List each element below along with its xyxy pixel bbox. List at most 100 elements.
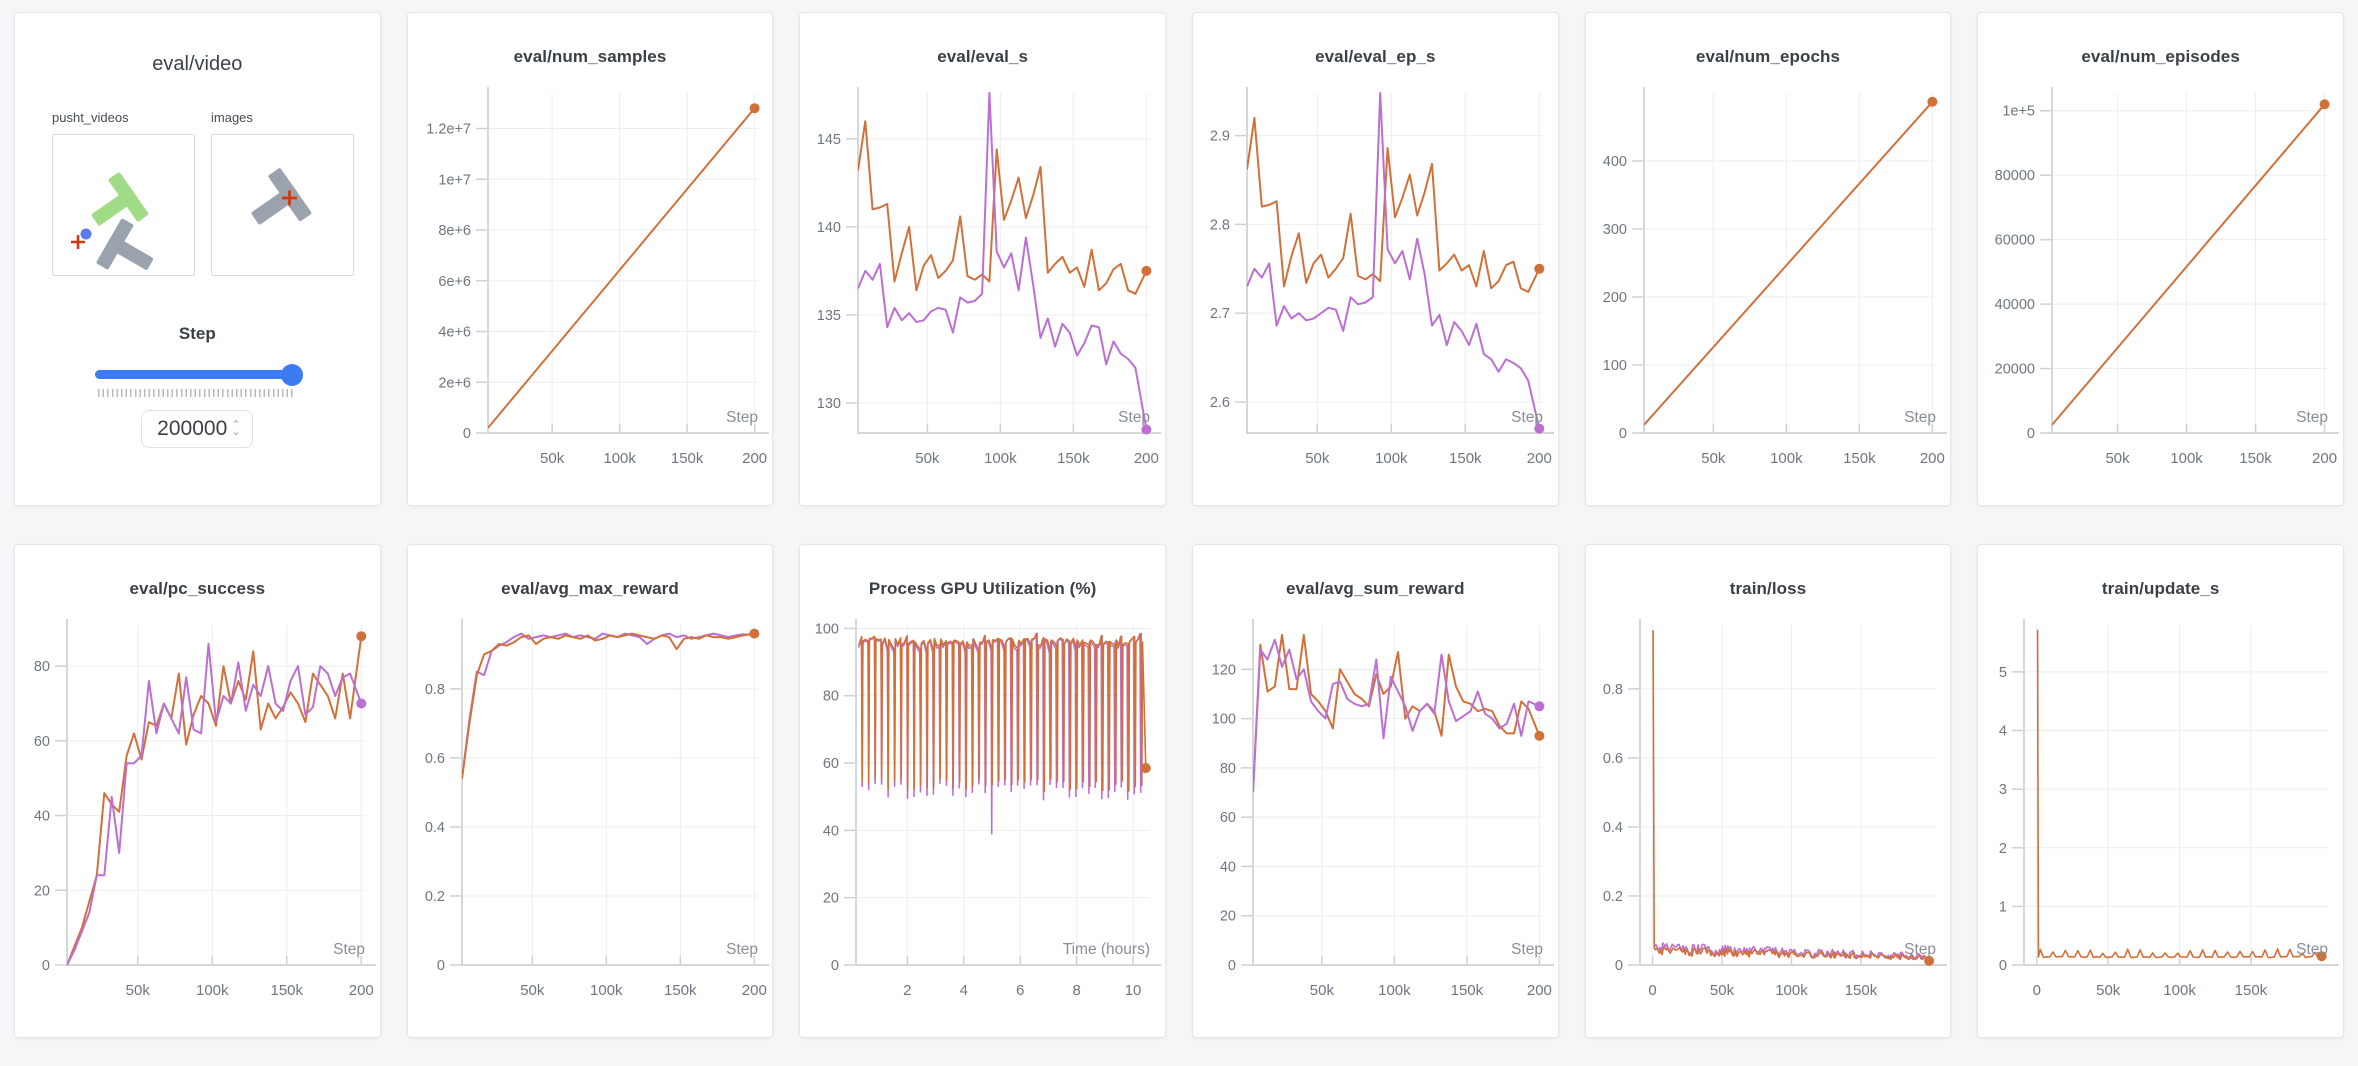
svg-text:10: 10 xyxy=(1125,982,1142,999)
svg-text:200: 200 xyxy=(742,450,767,467)
step-slider-label: Step xyxy=(178,324,216,343)
svg-text:60000: 60000 xyxy=(1995,233,2035,249)
svg-text:50k: 50k xyxy=(520,982,545,999)
chart-canvas[interactable]: 0 1 2 3 4 5 0 50k 100k 150k Step xyxy=(1978,613,2343,1017)
svg-text:50k: 50k xyxy=(2096,982,2121,999)
svg-text:150k: 150k xyxy=(664,982,697,999)
svg-text:0.8: 0.8 xyxy=(1602,682,1622,698)
stepper-chevrons[interactable]: ⌃ ⌄ xyxy=(231,419,241,438)
svg-text:Step: Step xyxy=(2296,409,2328,426)
slider-thumb[interactable] xyxy=(281,364,304,386)
pusht-image xyxy=(251,168,312,225)
svg-text:Step: Step xyxy=(1904,941,1936,958)
svg-text:100k: 100k xyxy=(2171,450,2204,467)
svg-text:0: 0 xyxy=(1619,426,1627,442)
svg-text:80: 80 xyxy=(34,659,50,675)
svg-text:100: 100 xyxy=(1602,358,1626,374)
pusht-video-thumbnail[interactable] xyxy=(52,134,195,276)
svg-text:Step: Step xyxy=(726,941,758,958)
svg-text:0: 0 xyxy=(1615,958,1623,974)
video-panel-title: eval/video xyxy=(152,53,243,75)
chart-canvas[interactable]: 0 20 40 60 80 50k 100k 150k 200 Step xyxy=(15,613,380,1017)
svg-text:1e+5: 1e+5 xyxy=(2003,104,2036,120)
svg-text:300: 300 xyxy=(1602,222,1626,238)
panel-train-update-s: train/update_s 0 1 2 3 4 5 0 50k 100k 150k Step xyxy=(1977,544,2344,1038)
svg-text:130: 130 xyxy=(817,396,841,412)
svg-text:40: 40 xyxy=(1220,859,1236,875)
svg-text:80000: 80000 xyxy=(1995,168,2035,184)
svg-text:200: 200 xyxy=(1602,290,1626,306)
svg-text:Step: Step xyxy=(1118,409,1150,426)
svg-text:200: 200 xyxy=(1919,450,1944,467)
svg-text:0: 0 xyxy=(42,958,50,974)
svg-text:0.4: 0.4 xyxy=(1602,820,1622,836)
panel-eval-num-epochs: eval/num_epochs 0 100 200 300 400 50k 100k 150k… xyxy=(1584,12,1952,506)
panel-eval-num-samples: eval/num_samples 0 2e+6 4e+6 6e+6 8e+6 1e+7 1.… xyxy=(406,12,774,506)
chart-canvas[interactable]: 0 2e+6 4e+6 6e+6 8e+6 1e+7 1.2e+7 50k 100k 150k 20… xyxy=(408,81,773,485)
slider-track[interactable] xyxy=(95,370,300,379)
chart-title: eval/num_epochs xyxy=(1695,47,1841,66)
svg-text:1e+7: 1e+7 xyxy=(438,172,471,188)
svg-text:200: 200 xyxy=(2312,450,2337,467)
svg-text:50k: 50k xyxy=(126,982,151,999)
panel-train-loss: train/loss 0 0.2 0.4 0.6 0.8 0 50k 100k 150k Step xyxy=(1584,544,1952,1038)
svg-text:1.2e+7: 1.2e+7 xyxy=(426,122,471,138)
media-item-pusht-videos: pusht_videos xyxy=(52,110,195,276)
chart-title: eval/num_episodes xyxy=(2081,47,2240,66)
svg-text:0.4: 0.4 xyxy=(424,820,444,836)
svg-text:150k: 150k xyxy=(1844,982,1877,999)
svg-text:40: 40 xyxy=(34,809,50,825)
media-label: pusht_videos xyxy=(52,110,129,125)
chart-title: eval/num_samples xyxy=(513,47,667,66)
svg-text:40: 40 xyxy=(823,823,839,839)
svg-text:200: 200 xyxy=(349,982,374,999)
svg-text:100k: 100k xyxy=(2164,982,2197,999)
svg-text:200: 200 xyxy=(1134,450,1159,467)
chart-title: train/update_s xyxy=(2101,579,2220,598)
step-value-input[interactable] xyxy=(154,417,231,441)
chart-canvas[interactable]: 0 20 40 60 80 100 2 4 6 8 10 Time (hours) xyxy=(800,613,1165,1017)
chart-canvas[interactable]: 0 0.2 0.4 0.6 0.8 50k 100k 150k 200 Step xyxy=(408,613,773,1017)
svg-text:200: 200 xyxy=(1527,450,1552,467)
panel-eval-avg-max-reward: eval/avg_max_reward 0 0.2 0.4 0.6 0.8 50k 100k… xyxy=(406,544,774,1038)
svg-text:80: 80 xyxy=(1220,761,1236,777)
panel-process-gpu-utilization: Process GPU Utilization (%) 0 20 40 60 80 100… xyxy=(799,544,1166,1038)
panel-eval-pc-success: eval/pc_success 0 20 40 60 80 50k 100k 150k 200 S… xyxy=(14,544,381,1038)
chart-canvas[interactable]: 130 135 140 145 50k 100k 150k 200 Step xyxy=(800,81,1165,485)
chart-canvas[interactable]: 2.6 2.7 2.8 2.9 50k 100k 150k 200 Step xyxy=(1193,81,1558,485)
svg-text:0.2: 0.2 xyxy=(424,889,444,905)
svg-text:150k: 150k xyxy=(1449,450,1482,467)
svg-text:60: 60 xyxy=(823,756,839,772)
svg-text:Step: Step xyxy=(1904,409,1936,426)
chart-canvas[interactable]: 0 100 200 300 400 50k 100k 150k 200 Step xyxy=(1586,81,1951,485)
svg-text:100k: 100k xyxy=(1375,450,1408,467)
step-value-stepper[interactable]: ⌃⌄ xyxy=(141,410,254,448)
chevron-down-icon[interactable]: ⌄ xyxy=(231,426,241,438)
svg-text:0: 0 xyxy=(2027,426,2035,442)
svg-text:8: 8 xyxy=(1073,982,1081,999)
svg-text:2.9: 2.9 xyxy=(1210,129,1230,145)
svg-text:100k: 100k xyxy=(196,982,229,999)
step-slider[interactable] xyxy=(95,364,304,386)
svg-text:150k: 150k xyxy=(271,982,304,999)
svg-text:0: 0 xyxy=(1999,958,2007,974)
chart-canvas[interactable]: 0 0.2 0.4 0.6 0.8 0 50k 100k 150k Step xyxy=(1586,613,1951,1017)
svg-text:20: 20 xyxy=(34,883,50,899)
chart-canvas[interactable]: 0 20000 40000 60000 80000 1e+5 50k 100k 150k 200 S… xyxy=(1978,81,2343,485)
svg-text:4e+6: 4e+6 xyxy=(438,325,471,341)
chevron-up-icon[interactable]: ⌃ xyxy=(231,419,241,431)
svg-text:400: 400 xyxy=(1602,154,1626,170)
svg-text:Step: Step xyxy=(1511,409,1543,426)
svg-text:120: 120 xyxy=(1212,662,1236,678)
svg-text:2e+6: 2e+6 xyxy=(438,375,471,391)
images-thumbnail[interactable] xyxy=(211,134,354,276)
svg-text:Step: Step xyxy=(1511,941,1543,958)
svg-text:8e+6: 8e+6 xyxy=(438,223,471,239)
svg-text:150k: 150k xyxy=(1451,982,1484,999)
svg-text:2.8: 2.8 xyxy=(1210,217,1230,233)
svg-text:50k: 50k xyxy=(1305,450,1330,467)
svg-text:150k: 150k xyxy=(1057,450,1090,467)
panel-eval-num-episodes: eval/num_episodes 0 20000 40000 60000 80000 1… xyxy=(1977,12,2344,506)
chart-canvas[interactable]: 0 20 40 60 80 100 120 50k 100k 150k 200 Step xyxy=(1193,613,1558,1017)
svg-text:3: 3 xyxy=(1999,782,2007,798)
